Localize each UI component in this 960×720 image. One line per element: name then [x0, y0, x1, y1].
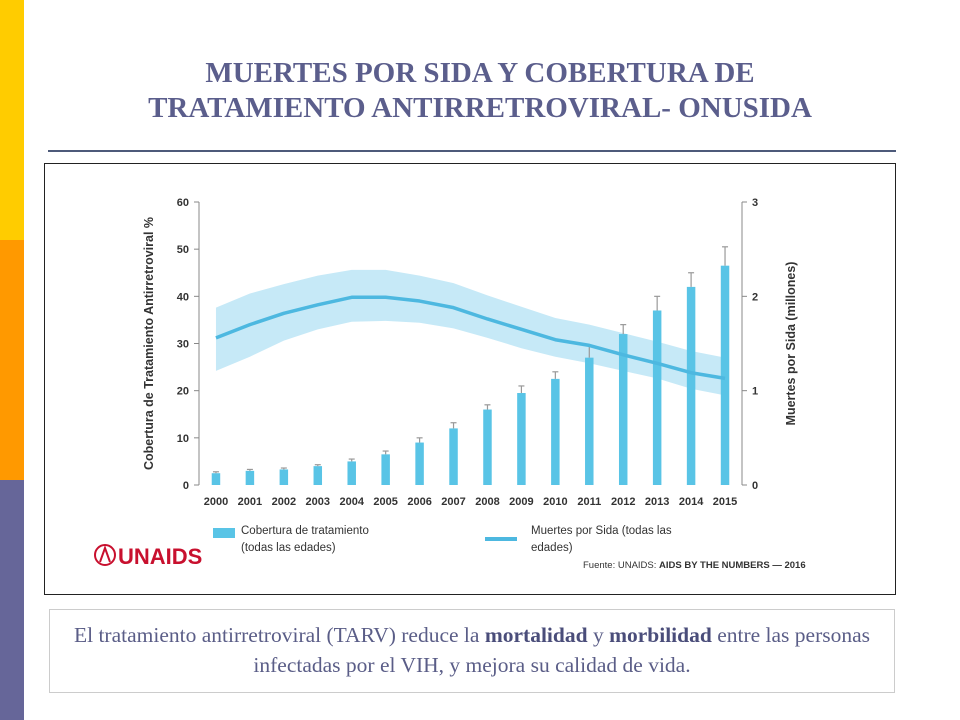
x-tick-label: 2012 — [611, 496, 635, 508]
x-tick-label: 2004 — [339, 496, 364, 508]
x-tick-label: 2005 — [373, 496, 397, 508]
x-tick-label: 2015 — [713, 496, 737, 508]
coverage-bar — [618, 334, 628, 485]
x-tick-label: 2014 — [679, 496, 704, 508]
slide-title-line1: MUERTES POR SIDA Y COBERTURA DE — [205, 57, 755, 89]
coverage-bar — [483, 409, 492, 485]
left-axis-tick-label: 30 — [177, 339, 189, 351]
y2-axis-title: Muertes por Sida (millones) — [784, 262, 798, 426]
caption-bold-morbilidad: morbilidad — [609, 623, 712, 647]
left-axis-tick-label: 0 — [183, 480, 189, 492]
chart: 0 10 20 30 40 50 60 0 1 2 3 2000 2001 2002 2003 2004 200… — [94, 197, 806, 571]
coverage-bar — [313, 466, 323, 485]
unaids-logo: UNAIDS — [118, 544, 202, 569]
right-axis-tick-label: 1 — [752, 386, 758, 398]
coverage-bar — [381, 454, 390, 485]
coverage-bar — [517, 393, 526, 485]
x-tick-label: 2009 — [509, 496, 533, 508]
coverage-bar — [551, 378, 560, 485]
left-axis-tick-label: 50 — [177, 244, 189, 256]
source-note: Fuente: UNAIDS: AIDS BY THE NUMBERS — 20… — [583, 560, 806, 571]
legend-line-label-1: Muertes por Sida (todas las — [531, 525, 672, 537]
x-tick-label: 2011 — [577, 496, 601, 508]
legend-bar-swatch — [213, 528, 235, 538]
x-tick-label: 2006 — [407, 496, 431, 508]
x-tick-label: 2000 — [204, 496, 228, 508]
x-tick-label: 2008 — [475, 496, 499, 508]
unaids-emblem — [94, 544, 116, 566]
x-tick-label: 2013 — [645, 496, 669, 508]
red-ribbon-icon — [99, 545, 111, 563]
deaths-uncertainty-band — [215, 269, 726, 396]
legend-line-label-2: edades) — [531, 542, 573, 554]
left-axis-tick-label: 10 — [177, 433, 189, 445]
right-axis-tick-label: 0 — [752, 480, 758, 492]
caption-bold-mortalidad: mortalidad — [484, 623, 588, 647]
x-tick-label: 2002 — [272, 496, 296, 508]
coverage-bar — [720, 265, 730, 485]
right-axis-tick-label: 2 — [752, 291, 758, 303]
legend-bar-label-2: (todas las edades) — [241, 542, 336, 554]
coverage-bar — [347, 461, 356, 485]
coverage-bar — [415, 442, 424, 485]
y-axis-title: Cobertura de Tratamiento Antirretroviral… — [142, 217, 156, 470]
coverage-bar — [652, 310, 662, 485]
source-title: AIDS BY THE NUMBERS — 2016 — [659, 560, 806, 571]
slide-title-line2: TRATAMIENTO ANTIRRETROVIRAL- ONUSIDA — [148, 92, 812, 124]
accent-stripe-yellow — [0, 0, 24, 240]
x-tick-label: 2003 — [306, 496, 330, 508]
accent-stripe-orange — [0, 240, 24, 480]
coverage-bar — [279, 469, 289, 485]
left-axis-tick-label: 20 — [177, 386, 189, 398]
coverage-bar — [211, 473, 221, 485]
x-tick-label: 2007 — [441, 496, 465, 508]
title-divider — [48, 150, 896, 152]
x-tick-label: 2001 — [238, 496, 262, 508]
caption-text-3: entre las personas infectadas por el VIH… — [253, 623, 871, 677]
left-axis-tick-label: 60 — [177, 197, 189, 209]
right-axis-tick-label: 3 — [752, 197, 758, 209]
accent-stripe-purple — [0, 480, 24, 720]
caption-text-2: y — [587, 623, 610, 647]
coverage-bar — [585, 357, 594, 485]
chart-frame: 0 10 20 30 40 50 60 0 1 2 3 2000 2001 2002 2003 2004 200… — [44, 163, 896, 595]
deaths-line — [215, 295, 726, 381]
source-label: Fuente: UNAIDS: — [583, 560, 659, 571]
coverage-bar — [449, 428, 458, 485]
slide-title: MUERTES POR SIDA Y COBERTURA DE TRATAMIE… — [40, 56, 920, 126]
caption-box: El tratamiento antirretroviral (TARV) re… — [49, 609, 895, 693]
left-axis-tick-label: 40 — [177, 291, 189, 303]
caption-text-1: El tratamiento antirretroviral (TARV) re… — [73, 623, 485, 647]
coverage-bar — [245, 470, 255, 485]
coverage-bar — [686, 286, 696, 485]
x-tick-label: 2010 — [543, 496, 567, 508]
legend-bar-label-1: Cobertura de tratamiento — [241, 525, 369, 537]
